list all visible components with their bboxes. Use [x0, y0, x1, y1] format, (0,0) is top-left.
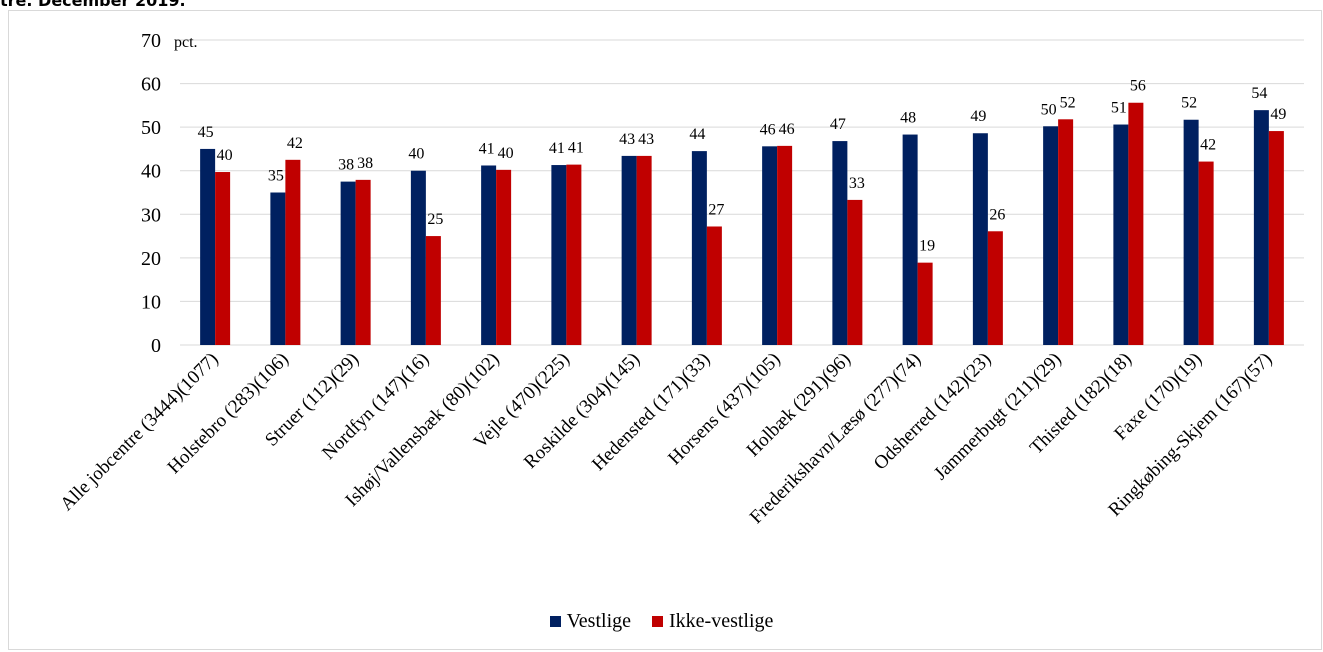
bar-vestlige [340, 181, 356, 345]
x-category-label: Odsherred (142)(23) [870, 349, 996, 475]
y-tick-label: 70 [141, 30, 161, 52]
y-tick-label: 50 [141, 117, 161, 139]
bar-vestlige [481, 165, 497, 345]
bar-vestlige [691, 151, 707, 345]
bar-ikke-vestlige [987, 231, 1003, 345]
data-label-ikke-vestlige: 43 [638, 131, 654, 148]
y-tick-label: 20 [141, 248, 161, 270]
data-label-ikke-vestlige: 26 [989, 206, 1005, 223]
legend-swatch-vestlige [549, 616, 561, 627]
y-unit-label: pct. [174, 34, 198, 51]
bar-vestlige [762, 146, 778, 345]
data-label-ikke-vestlige: 40 [217, 147, 233, 164]
data-label-ikke-vestlige: 42 [1200, 137, 1216, 154]
y-tick-label: 0 [151, 335, 161, 357]
data-label-vestlige: 54 [1251, 85, 1267, 102]
data-label-ikke-vestlige: 38 [357, 155, 373, 172]
bar-vestlige [902, 134, 918, 345]
x-category-label: Hedensted (171)(33) [588, 349, 714, 475]
data-label-ikke-vestlige: 56 [1130, 78, 1146, 95]
bar-vestlige [200, 148, 216, 345]
data-label-vestlige: 48 [900, 110, 916, 127]
data-label-ikke-vestlige: 41 [568, 140, 584, 157]
bar-ikke-vestlige [1058, 119, 1074, 345]
data-label-ikke-vestlige: 52 [1060, 94, 1076, 111]
data-label-vestlige: 45 [198, 124, 214, 141]
data-label-vestlige: 50 [1041, 101, 1057, 118]
x-category-label: Jammerbugt (211)(29) [930, 349, 1066, 485]
bar-ikke-vestlige [215, 172, 231, 345]
legend-label-ikke-vestlige: Ikke-vestlige [669, 610, 774, 632]
data-label-vestlige: 46 [760, 121, 776, 138]
bar-vestlige [1253, 110, 1269, 346]
legend-item-vestlige: Vestlige [549, 610, 632, 633]
bar-ikke-vestlige [917, 262, 933, 345]
data-label-vestlige: 51 [1111, 100, 1127, 117]
bar-vestlige [410, 170, 426, 345]
bar-vestlige [1183, 119, 1199, 345]
y-tick-label: 10 [141, 291, 161, 313]
bar-ikke-vestlige [1128, 102, 1144, 345]
data-label-vestlige: 47 [830, 116, 846, 133]
bar-vestlige [1043, 126, 1059, 346]
bar-ikke-vestlige [706, 226, 722, 345]
bar-ikke-vestlige [777, 145, 793, 345]
data-label-ikke-vestlige: 49 [1270, 106, 1286, 123]
bar-ikke-vestlige [425, 236, 441, 345]
x-category-label: Roskilde (304)(145) [520, 349, 644, 473]
legend-swatch-ikke-vestlige [652, 616, 664, 627]
bar-vestlige [621, 155, 637, 345]
data-label-ikke-vestlige: 46 [779, 121, 795, 138]
bar-ikke-vestlige [1198, 161, 1214, 345]
bar-vestlige [551, 165, 567, 345]
data-label-vestlige: 38 [338, 157, 354, 174]
data-label-ikke-vestlige: 33 [849, 175, 865, 192]
data-label-ikke-vestlige: 27 [708, 201, 724, 218]
bar-ikke-vestlige [1268, 131, 1284, 345]
x-category-label: Holstebro (283)(106) [164, 349, 293, 478]
bar-vestlige [270, 192, 286, 345]
bar-ikke-vestlige [636, 155, 652, 345]
data-label-ikke-vestlige: 25 [427, 211, 443, 228]
y-tick-label: 60 [141, 74, 161, 96]
data-label-vestlige: 35 [268, 168, 284, 185]
legend-item-ikke-vestlige: Ikke-vestlige [652, 610, 773, 633]
data-label-vestlige: 43 [619, 131, 635, 148]
bar-ikke-vestlige [355, 179, 371, 345]
data-label-vestlige: 41 [549, 140, 565, 157]
bar-vestlige [972, 133, 988, 345]
data-label-vestlige: 44 [689, 126, 705, 143]
data-label-vestlige: 41 [479, 140, 495, 157]
bar-vestlige [1113, 124, 1129, 346]
data-label-vestlige: 49 [970, 108, 986, 125]
data-label-vestlige: 52 [1181, 95, 1197, 112]
chart-frame [8, 10, 1322, 650]
legend-label-vestlige: Vestlige [566, 610, 632, 632]
data-label-vestlige: 40 [408, 146, 424, 163]
data-label-ikke-vestlige: 42 [287, 135, 303, 152]
chart-caption: tre. December 2019. [0, 0, 186, 10]
legend: Vestlige Ikke-vestlige [0, 610, 1323, 633]
data-label-ikke-vestlige: 40 [498, 145, 514, 162]
bar-ikke-vestlige [847, 199, 863, 345]
data-label-ikke-vestlige: 19 [919, 238, 935, 255]
bar-ikke-vestlige [566, 164, 582, 345]
bar-vestlige [832, 141, 848, 345]
bar-ikke-vestlige [496, 169, 512, 345]
bar-ikke-vestlige [285, 159, 301, 345]
y-tick-label: 30 [141, 204, 161, 226]
y-tick-label: 40 [141, 161, 161, 183]
